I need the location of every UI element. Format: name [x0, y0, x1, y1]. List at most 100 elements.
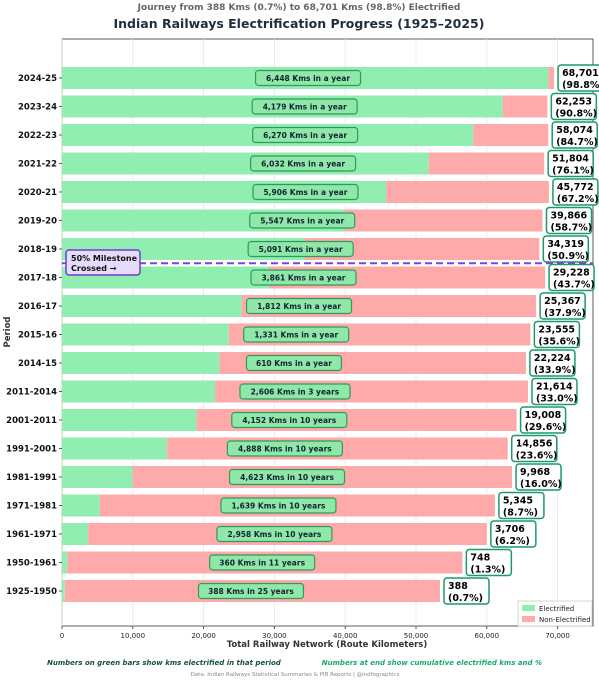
x-tick-label: 60,000: [475, 632, 500, 640]
y-tick-label: 2021-22: [18, 160, 57, 170]
end-label-km: 29,228: [553, 268, 590, 279]
bar-electrified: [62, 437, 168, 460]
period-label: 6,032 Kms in a year: [261, 160, 345, 169]
bar-electrified: [62, 323, 229, 346]
legend-label-non-electrified: Non-Electrified: [539, 616, 591, 624]
y-tick-label: 2001-2011: [6, 416, 57, 426]
period-label: 610 Kms in a year: [256, 359, 332, 368]
end-label-km: 25,367: [544, 296, 581, 307]
period-label-box: [220, 497, 337, 514]
period-label: 2,958 Kms in 10 years: [228, 530, 322, 539]
x-axis-label: Total Railway Network (Route Kilometers): [227, 640, 428, 650]
bar-electrified: [62, 466, 133, 488]
end-label-km: 748: [470, 553, 490, 564]
end-label-box: [533, 320, 581, 349]
y-tick-label: 2015-16: [18, 331, 57, 341]
x-tick-label: 0: [60, 632, 64, 640]
period-label: 6,448 Kms in a year: [266, 74, 350, 83]
legend-swatch-electrified: [522, 605, 535, 611]
y-tick-label: 2017-18: [18, 274, 57, 284]
bar-electrified: [62, 494, 100, 517]
y-tick-labels: 1925-1950 1950-1961 1961-1971 1971-1981 1981…: [6, 74, 62, 597]
end-label-pct: (58.7%): [550, 223, 592, 234]
end-label-km: 45,772: [557, 182, 594, 193]
legend-label-electrified: Electrified: [539, 605, 574, 613]
period-label: 3,861 Kms in a year: [262, 274, 346, 283]
period-label-box: [250, 269, 357, 286]
y-tick-label: 2016-17: [18, 302, 57, 312]
end-label-km: 39,866: [550, 211, 587, 222]
bar-electrified: [62, 580, 65, 602]
period-label: 2,606 Kms in 3 years: [251, 388, 340, 397]
period-label-box: [247, 240, 354, 258]
milestone-line2: Crossed →: [71, 264, 117, 273]
bar-electrified: [62, 352, 220, 374]
end-label-pct: (6.2%): [495, 536, 530, 547]
bar-non-electrified: [473, 124, 549, 146]
end-label-box: [515, 463, 562, 491]
end-label-box: [529, 349, 576, 377]
period-label-box: [226, 440, 343, 457]
period-label-box: [252, 126, 359, 144]
bar-non-electrified: [548, 67, 555, 89]
y-tick-label: 1981-1991: [6, 473, 57, 483]
period-label: 4,623 Kms in 10 years: [240, 473, 334, 482]
bars: [62, 67, 555, 602]
period-label: 1,812 Kms in a year: [257, 302, 341, 311]
end-label-pct: (50.9%): [547, 251, 589, 262]
period-label: 5,091 Kms in a year: [259, 245, 343, 254]
x-tick-label: 40,000: [333, 632, 358, 640]
end-label-box: [542, 235, 590, 263]
end-label-pct: (0.7%): [448, 593, 483, 604]
footer-note-right: Numbers at end show cumulative electrifi…: [322, 659, 542, 667]
end-label-box: [531, 377, 578, 406]
y-tick-label: 1950-1961: [6, 559, 57, 569]
end-label-box: [498, 491, 545, 520]
period-label-box: [228, 468, 346, 486]
y-tick-label: 2019-20: [18, 217, 57, 227]
end-label-km: 19,008: [525, 410, 562, 421]
bar-labels: 388 Kms in 25 years 388(0.7%) 360 Kms in 1…: [197, 64, 599, 605]
bar-electrified: [62, 295, 242, 317]
y-tick-label: 1971-1981: [6, 502, 57, 512]
end-label-km: 21,614: [536, 382, 573, 393]
end-label-box: [490, 520, 537, 548]
chart-title: Indian Railways Electrification Progress…: [114, 16, 485, 31]
chart-subtitle: Journey from 388 Kms (0.7%) to 68,701 Km…: [137, 3, 461, 13]
end-label-pct: (37.9%): [544, 308, 586, 319]
end-label-pct: (76.1%): [552, 166, 594, 177]
y-tick-label: 2023-24: [18, 103, 57, 113]
end-label-pct: (43.7%): [553, 280, 595, 291]
y-tick-label: 2022-23: [18, 131, 57, 141]
end-label-pct: (98.8%): [562, 80, 599, 91]
x-tick-labels: 0 10,000 20,000 30,000 40,000 50,000 60,000 70,…: [60, 626, 570, 640]
period-label-box: [209, 554, 316, 571]
end-label-pct: (35.6%): [538, 337, 580, 348]
period-label: 360 Kms in 11 years: [219, 559, 305, 568]
period-label-box: [254, 69, 362, 87]
end-label-km: 34,319: [547, 239, 584, 250]
period-label-box: [249, 212, 356, 229]
end-label-box: [552, 178, 599, 206]
end-label-km: 9,968: [520, 467, 550, 478]
period-label-box: [197, 582, 305, 600]
end-label-pct: (16.0%): [520, 479, 562, 490]
bar-non-electrified: [304, 238, 540, 260]
end-label-pct: (33.0%): [536, 394, 578, 405]
end-label-box: [557, 64, 599, 92]
period-label: 5,906 Kms in a year: [263, 188, 347, 197]
end-label-box: [551, 121, 598, 149]
period-label-box: [251, 98, 358, 115]
period-label-box: [216, 525, 333, 543]
y-tick-label: 1961-1971: [6, 530, 57, 540]
bar-non-electrified: [428, 152, 545, 175]
footer-note-left: Numbers on green bars show kms electrifi…: [47, 659, 282, 667]
end-label-km: 62,253: [555, 97, 592, 108]
period-label-box: [252, 183, 359, 201]
end-label-pct: (67.2%): [557, 194, 599, 205]
x-tick-label: 20,000: [191, 632, 216, 640]
end-label-pct: (84.7%): [556, 137, 598, 148]
period-label: 4,152 Kms in 10 years: [242, 416, 336, 425]
milestone-line1: 50% Milestone: [71, 254, 138, 263]
